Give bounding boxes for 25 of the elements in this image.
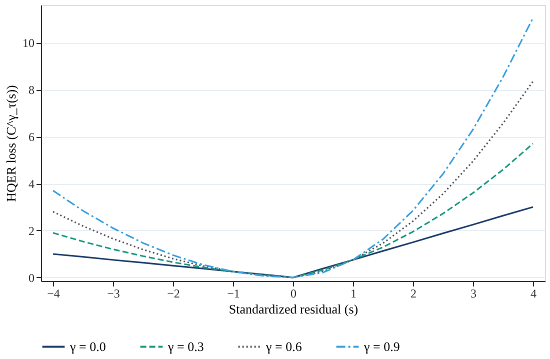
line-series <box>52 206 534 278</box>
y-tick-label: 6 <box>28 130 34 144</box>
x-tick-label: −4 <box>47 286 60 300</box>
x-tick-label: 3 <box>470 286 476 300</box>
legend-label: γ = 0.6 <box>265 338 302 354</box>
x-tick-label: 2 <box>410 286 416 300</box>
legend-label: γ = 0.3 <box>167 338 204 354</box>
y-tick-label: 4 <box>28 177 34 192</box>
x-axis-title: Standardized residual (s) <box>228 302 358 316</box>
line-series <box>52 17 534 278</box>
y-tick-label: 2 <box>28 224 34 238</box>
x-tick-label: −1 <box>227 286 240 300</box>
legend-label: γ = 0.9 <box>363 338 400 354</box>
y-tick-label: 10 <box>22 36 34 50</box>
x-tick-label: 0 <box>290 286 296 300</box>
x-tick-label: −2 <box>167 286 180 300</box>
x-tick-label: 1 <box>350 286 356 300</box>
x-tick-label: 4 <box>530 286 536 300</box>
legend-label: γ = 0.0 <box>69 338 106 354</box>
line-series <box>52 142 534 278</box>
y-tick-label: 0 <box>28 270 34 285</box>
y-axis-title: HQER loss (C^γ_τ(s)) <box>4 85 18 202</box>
x-tick-label: −3 <box>107 286 120 300</box>
line-series <box>52 80 534 278</box>
y-tick-label: 8 <box>28 83 34 98</box>
